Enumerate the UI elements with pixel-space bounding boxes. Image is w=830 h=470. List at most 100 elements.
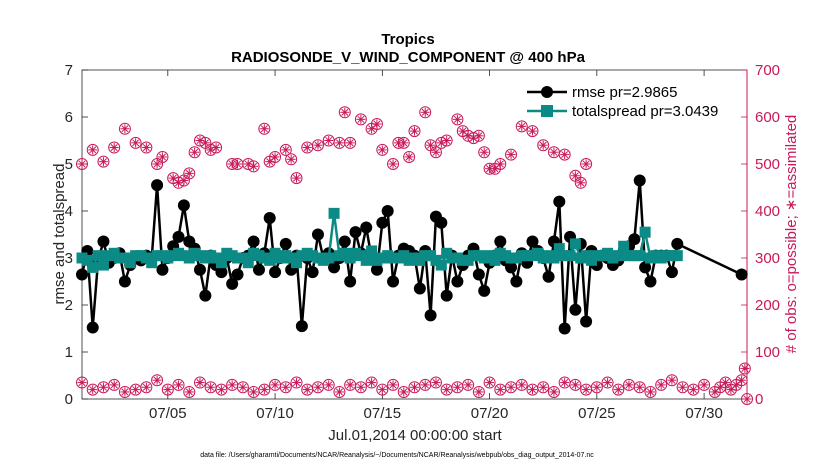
obs-assimilated-marker [741,364,749,372]
obs-assimilated-marker [346,139,354,147]
obs-assimilated-marker [169,174,177,182]
obs-possible-marker [76,158,88,170]
rmse-point [269,266,282,279]
obs-possible-marker [738,362,751,375]
rmse-point [156,263,169,276]
obs-possible-marker [537,139,550,152]
rmse-point [247,235,260,248]
rmse-point [526,235,539,248]
obs-assimilated-marker [464,381,472,389]
obs-assimilated-marker [110,381,118,389]
y-right-tick-label: 600 [755,109,780,126]
totalspread-point [435,259,447,271]
totalspread-point [328,207,340,219]
obs-possible-marker [365,376,378,389]
obs-assimilated-marker [185,388,193,396]
obs-assimilated-marker [89,146,97,154]
totalspread-point [81,254,93,266]
obs-assimilated-marker [158,153,166,161]
rmse-point [639,261,652,274]
obs-assimilated-marker [260,125,268,133]
obs-possible-marker [462,378,475,391]
obs-assimilated-marker [346,381,354,389]
obs-assimilated-marker [303,144,311,152]
obs-possible-marker [612,383,625,396]
obs-assimilated-marker [410,383,419,391]
legend-spread-label: totalspread pr=3.0439 [572,103,718,120]
x-tick-label: 07/05 [149,405,187,422]
rmse-point [306,266,319,279]
obs-assimilated-marker [400,388,408,396]
obs-possible-marker [376,383,389,396]
obs-possible-marker [258,383,271,396]
obs-assimilated-marker [593,383,601,391]
obs-assimilated-marker [496,386,504,394]
obs-assimilated-marker [271,381,279,389]
obs-assimilated-marker [196,379,204,387]
totalspread-point [291,257,303,269]
y-right-tick-label: 0 [755,391,763,408]
x-axis: 07/05 07/10 07/15 07/20 07/25 07/30 [149,70,723,422]
obs-assimilated-marker [110,144,118,152]
totalspread-point [569,238,581,250]
obs-assimilated-marker [459,127,467,135]
obs-possible-marker [505,148,518,161]
rmse-point [542,270,555,283]
legend-rmse-marker [541,86,553,98]
obs-assimilated-marker [571,172,579,180]
obs-possible-marker [387,378,400,391]
y-left-tick-label: 0 [65,391,73,408]
totalspread-point [639,226,651,238]
obs-possible-marker [741,393,753,405]
obs-possible-marker [140,141,153,154]
obs-assimilated-marker [389,160,397,168]
y-left-tick-label: 1 [65,344,73,361]
x-tick-label: 07/10 [256,405,294,422]
rmse-point [199,289,212,302]
obs-possible-marker [183,385,196,398]
obs-assimilated-marker [212,144,220,152]
obs-assimilated-marker [378,386,386,394]
totalspread-point [323,252,335,264]
rmse-point [118,275,131,288]
obs-possible-marker [210,141,223,154]
totalspread-point [548,252,560,264]
obs-possible-marker [515,120,528,133]
totalspread-series [76,207,683,273]
obs-assimilated-marker [142,383,150,391]
obs-assimilated-marker [528,386,537,394]
obs-assimilated-marker [582,160,590,168]
totalspread-point [264,254,276,266]
y-right-tick-label: 100 [755,344,780,361]
rmse-point [177,199,190,212]
totalspread-point [489,254,501,266]
obs-possible-marker [97,155,110,168]
obs-assimilated-marker [625,381,633,389]
rmse-point [226,277,239,290]
obs-possible-marker [151,374,164,387]
totalspread-point [87,261,99,273]
rmse-point [376,216,389,229]
obs-assimilated-marker [89,386,97,394]
obs-assimilated-marker [164,386,172,394]
obs-possible-marker [108,378,121,391]
obs-possible-marker [403,150,416,163]
rmse-point [387,275,400,288]
obs-assimilated-marker [325,381,333,389]
obs-possible-marker [172,378,185,391]
obs-possible-marker [129,136,142,149]
obs-assimilated-marker [373,120,381,128]
obs-possible-marker [285,153,298,166]
obs-assimilated-marker [577,179,585,187]
obs-assimilated-marker [132,386,140,394]
obs-possible-marker [601,376,614,389]
rmse-point [424,309,437,322]
obs-assimilated-marker [421,108,429,116]
rmse-point [311,228,324,241]
obs-assimilated-marker [191,148,199,156]
rmse-point [580,315,593,328]
obs-possible-marker [76,376,88,389]
obs-possible-marker [580,158,593,170]
rmse-point [86,321,99,334]
obs-assimilated-marker [657,381,665,389]
